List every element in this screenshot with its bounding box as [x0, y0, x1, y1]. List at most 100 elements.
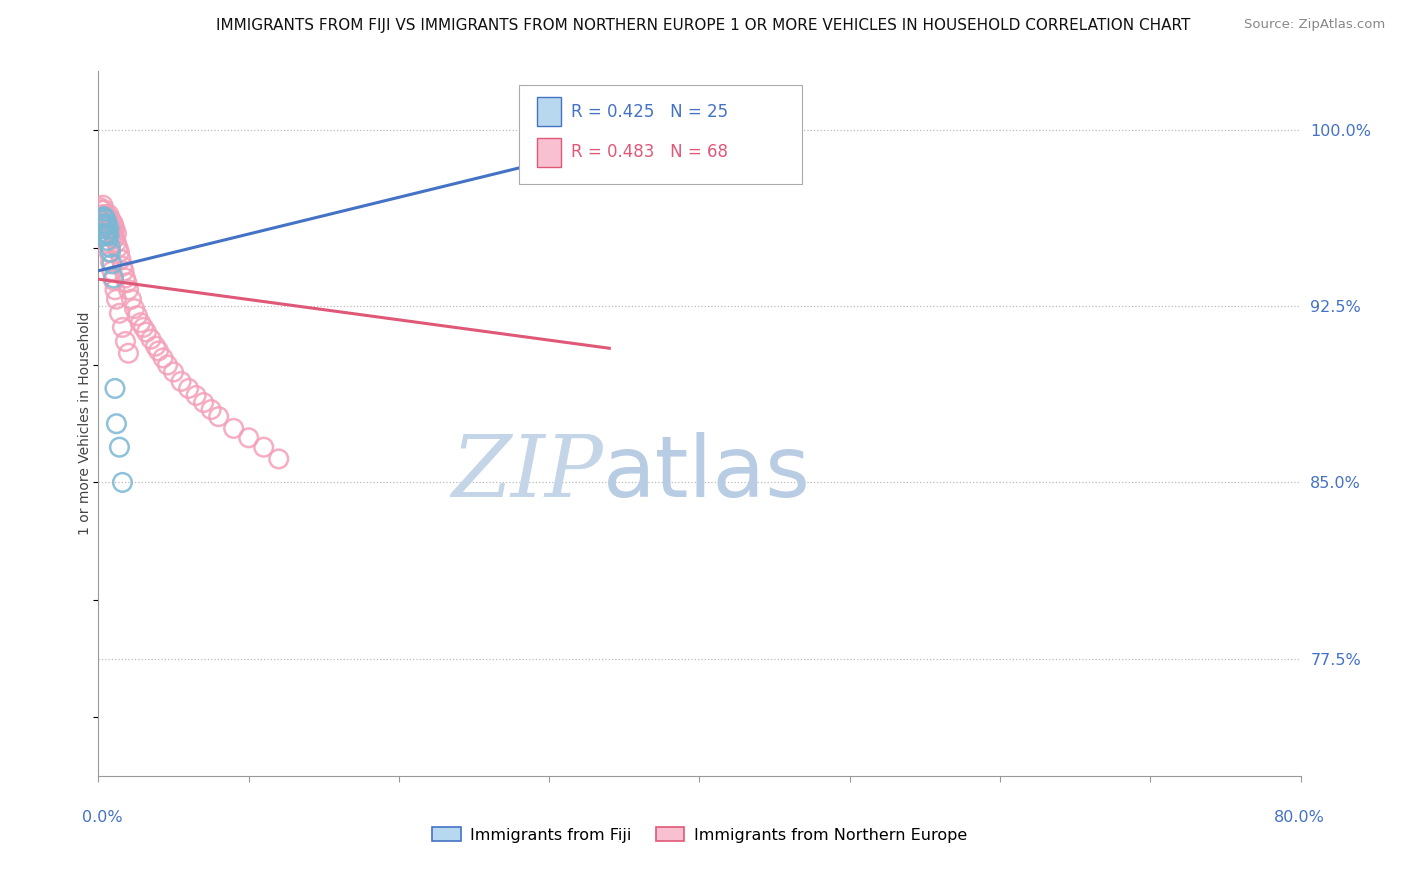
Point — [90, 217, 112, 231]
Text: ZIP: ZIP — [451, 432, 603, 515]
Point — [104, 283, 127, 297]
Point — [152, 351, 174, 365]
Point — [101, 257, 124, 271]
Point — [105, 227, 128, 241]
Point — [100, 212, 122, 227]
Point — [93, 217, 115, 231]
Point — [101, 264, 124, 278]
Point — [267, 451, 290, 466]
Text: 80.0%: 80.0% — [1274, 811, 1324, 825]
Point — [108, 306, 131, 320]
Point — [97, 221, 120, 235]
Point — [96, 217, 118, 231]
Point — [103, 271, 125, 285]
Point — [121, 292, 143, 306]
Point — [111, 260, 134, 274]
Point — [96, 227, 118, 241]
Point — [94, 208, 117, 222]
Point — [94, 227, 117, 241]
Text: R = 0.483   N = 68: R = 0.483 N = 68 — [571, 144, 728, 161]
Point — [127, 309, 149, 323]
Point — [253, 440, 276, 454]
Point — [132, 320, 155, 334]
Point — [156, 358, 179, 372]
Point — [162, 365, 184, 379]
Point — [110, 252, 132, 267]
Point — [97, 208, 120, 222]
Point — [101, 221, 124, 235]
Point — [103, 227, 125, 241]
Point — [105, 417, 128, 431]
Point — [208, 409, 231, 424]
Point — [100, 224, 122, 238]
Point — [200, 402, 222, 417]
Point — [94, 215, 117, 229]
Point — [91, 212, 114, 227]
Point — [104, 231, 127, 245]
Point — [114, 271, 136, 285]
Point — [104, 221, 127, 235]
Point — [100, 240, 122, 255]
Text: 0.0%: 0.0% — [83, 811, 122, 825]
Point — [96, 234, 118, 248]
Point — [94, 212, 117, 227]
Point — [112, 264, 135, 278]
Point — [103, 273, 125, 287]
Point — [91, 221, 114, 235]
Point — [108, 245, 131, 260]
Point — [139, 332, 162, 346]
Point — [93, 202, 115, 217]
Text: IMMIGRANTS FROM FIJI VS IMMIGRANTS FROM NORTHERN EUROPE 1 OR MORE VEHICLES IN HO: IMMIGRANTS FROM FIJI VS IMMIGRANTS FROM … — [215, 18, 1191, 33]
Point — [105, 292, 128, 306]
Point — [91, 198, 114, 212]
Point — [104, 382, 127, 396]
Point — [124, 301, 146, 316]
Point — [101, 215, 124, 229]
Point — [222, 421, 245, 435]
Point — [91, 210, 114, 224]
Point — [93, 210, 115, 224]
Point — [105, 235, 128, 250]
Point — [96, 235, 118, 250]
Point — [114, 334, 136, 349]
Point — [90, 202, 112, 217]
Bar — [537, 96, 561, 127]
Point — [93, 221, 115, 235]
Point — [91, 208, 114, 222]
Point — [96, 210, 118, 224]
Point — [170, 375, 193, 389]
FancyBboxPatch shape — [519, 86, 801, 184]
Text: atlas: atlas — [603, 432, 811, 515]
Point — [100, 254, 122, 268]
Point — [103, 217, 125, 231]
Point — [184, 388, 207, 402]
Point — [177, 382, 200, 396]
Bar — [537, 137, 561, 167]
Text: R = 0.425   N = 25: R = 0.425 N = 25 — [571, 103, 728, 120]
Point — [111, 320, 134, 334]
Point — [553, 139, 575, 153]
Point — [148, 343, 170, 358]
Point — [129, 316, 152, 330]
Point — [117, 283, 139, 297]
Point — [93, 210, 115, 224]
Point — [108, 440, 131, 454]
Point — [238, 431, 260, 445]
Point — [89, 212, 111, 227]
Y-axis label: 1 or more Vehicles in Household: 1 or more Vehicles in Household — [79, 312, 93, 535]
Point — [538, 146, 561, 161]
Point — [89, 201, 111, 215]
Point — [568, 139, 591, 153]
Point — [145, 339, 167, 353]
Point — [117, 346, 139, 360]
Point — [96, 219, 118, 234]
Point — [193, 395, 215, 409]
Point — [107, 240, 129, 255]
Text: Source: ZipAtlas.com: Source: ZipAtlas.com — [1244, 18, 1385, 31]
Point — [115, 276, 138, 290]
Point — [523, 146, 546, 161]
Point — [94, 228, 117, 243]
Point — [97, 217, 120, 231]
Point — [97, 245, 120, 260]
Point — [94, 219, 117, 234]
